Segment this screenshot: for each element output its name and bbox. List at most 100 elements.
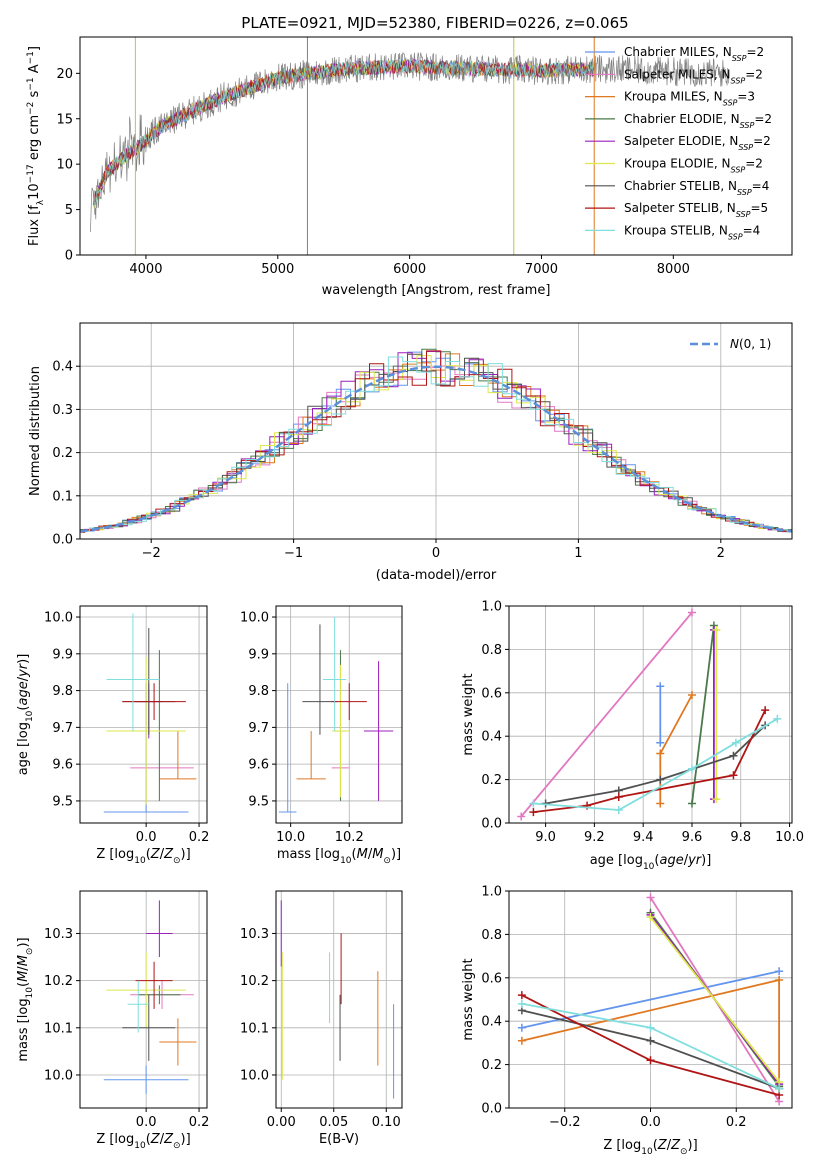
x-axis-label: Z [log10(Z/Z⊙)] [96, 847, 190, 866]
axis-label-part: age [log [16, 722, 31, 775]
mass-weight-series [517, 999, 784, 1093]
x-axis-label: wavelength [Angstrom, rest frame] [322, 283, 551, 298]
y-tick-label: 9.9 [248, 647, 269, 662]
errorbar-point [135, 961, 173, 1009]
axes-frame [275, 605, 403, 824]
axis-label-part: ( [146, 1132, 151, 1147]
axis-label-part: ⊙ [25, 948, 35, 956]
y-tick-label: 15 [56, 112, 73, 127]
x-tick-label: 9.6 [682, 830, 703, 845]
errorbar-point [363, 661, 394, 801]
mass-weight-series [541, 721, 770, 808]
y-tick-label: 0.3 [52, 403, 73, 418]
residual-histogram [80, 356, 792, 533]
x-tick-label: 0.00 [267, 1115, 296, 1130]
legend-entry: Salpeter MILES, NSSP=2 [624, 67, 763, 85]
y-tick-label: 10.2 [240, 974, 269, 989]
x-tick-label: 0 [432, 546, 440, 561]
axis-label-part: −17 [26, 164, 36, 183]
plus-marker [646, 913, 655, 922]
x-tick-label: −1 [284, 546, 303, 561]
y-tick-label: 10.2 [44, 974, 73, 989]
axis-label-part: ( [16, 982, 31, 987]
axis-label-part: 10 [27, 183, 42, 200]
plus-marker [646, 1056, 655, 1065]
axis-label-part: ] [27, 46, 42, 51]
model-spectrum-line [92, 59, 595, 205]
legend-value: =4 [743, 223, 761, 237]
axis-label-part: M [357, 847, 368, 862]
y-tick-label: 0.6 [481, 971, 502, 986]
x-tick-label: 0.0 [640, 1115, 661, 1130]
x-tick-label: 9.2 [584, 830, 605, 845]
y-tick-label: 0.1 [52, 489, 73, 504]
plus-marker [712, 795, 721, 804]
plus-marker [729, 771, 738, 780]
model-spectrum-line [92, 59, 595, 204]
axis-label-part: )] [391, 847, 401, 862]
axis-label-part: )] [16, 654, 31, 664]
y-tick-label: 0.0 [481, 817, 502, 832]
spectrum-panel: 4000 5000 6000 7000 8000 0 5 10 15 20 wavelength [… [26, 36, 793, 298]
x-tick-label: 6000 [393, 262, 426, 277]
plus-marker [687, 608, 696, 617]
x-axis-label: Z [log10(Z/Z⊙)] [96, 1132, 190, 1151]
series-line [521, 970, 780, 1029]
legend-value: =2 [753, 134, 771, 148]
axis-label-part: )] [701, 853, 711, 868]
axis-label-part: s [27, 90, 42, 101]
legend-sub: SSP [731, 76, 746, 85]
mass-weight-series [517, 991, 784, 1099]
x-tick-label: 9.4 [633, 830, 654, 845]
legend-entry: Chabrier MILES, NSSP=2 [624, 45, 764, 63]
y-tick-label: 9.6 [248, 758, 269, 773]
plus-marker [687, 764, 696, 773]
legend-name: Salpeter MILES, N [624, 67, 731, 81]
errorbar-point [278, 683, 297, 813]
axis-label-part: Z [log [603, 1138, 641, 1153]
axis-label-part: 10 [641, 1147, 653, 1157]
legend-entry: Kroupa STELIB, NSSP=4 [624, 223, 760, 241]
axis-label-part: / [368, 847, 373, 862]
x-tick-label: −0.2 [549, 1115, 581, 1130]
axis-label-part: age [16, 681, 31, 705]
spectrum-plot-area [90, 37, 730, 255]
legend-sub: SSP [732, 54, 747, 63]
x-tick-label: 0.2 [726, 1115, 747, 1130]
x-tick-label: −2 [142, 546, 161, 561]
axis-label-part: Z [log [96, 1132, 134, 1147]
errorbar-point [322, 617, 347, 732]
plus-marker [646, 893, 655, 902]
y-tick-label: 10.0 [240, 1068, 269, 1083]
y-axis-label: mass weight [461, 673, 476, 755]
legend-name: Kroupa ELODIE, N [624, 157, 731, 171]
x-tick-label: 0.2 [189, 1115, 210, 1130]
axis-label-part: E(B-V) [319, 1132, 359, 1147]
axis-label-part: age [log [590, 853, 643, 868]
mass-weight-series [656, 690, 696, 808]
axis-label-part: Z [670, 1138, 681, 1153]
x-axis-label: mass [log10(M/M⊙)] [277, 847, 401, 866]
plus-marker [656, 799, 665, 808]
plus-marker [517, 812, 526, 821]
axis-label-part: Z [150, 1132, 161, 1147]
axis-label-part: age [659, 853, 683, 868]
y-tick-label: 0.4 [481, 730, 502, 745]
y-axis-label: mass weight [461, 958, 476, 1040]
massweight-vs-z-panel: −0.2 0.0 0.20.00.20.40.60.81.0Z [log10(Z/Z… [461, 885, 793, 1157]
axis-label-part: 10 [340, 856, 352, 866]
y-tick-label: 5 [65, 203, 73, 218]
y-tick-label: 20 [56, 67, 73, 82]
axis-label-part: / [16, 966, 31, 971]
errorbar-point [146, 900, 173, 958]
y-tick-label: 9.7 [248, 721, 269, 736]
axis-label-part: M [16, 971, 31, 982]
series-line [691, 625, 715, 804]
axis-label-part: Flux [f [27, 205, 42, 246]
y-tick-label: 9.5 [248, 794, 269, 809]
axis-label-part: )] [181, 847, 191, 862]
x-axis-label: E(B-V) [319, 1132, 359, 1147]
axes-frame [508, 605, 793, 824]
axis-label-part: Z [163, 847, 174, 862]
